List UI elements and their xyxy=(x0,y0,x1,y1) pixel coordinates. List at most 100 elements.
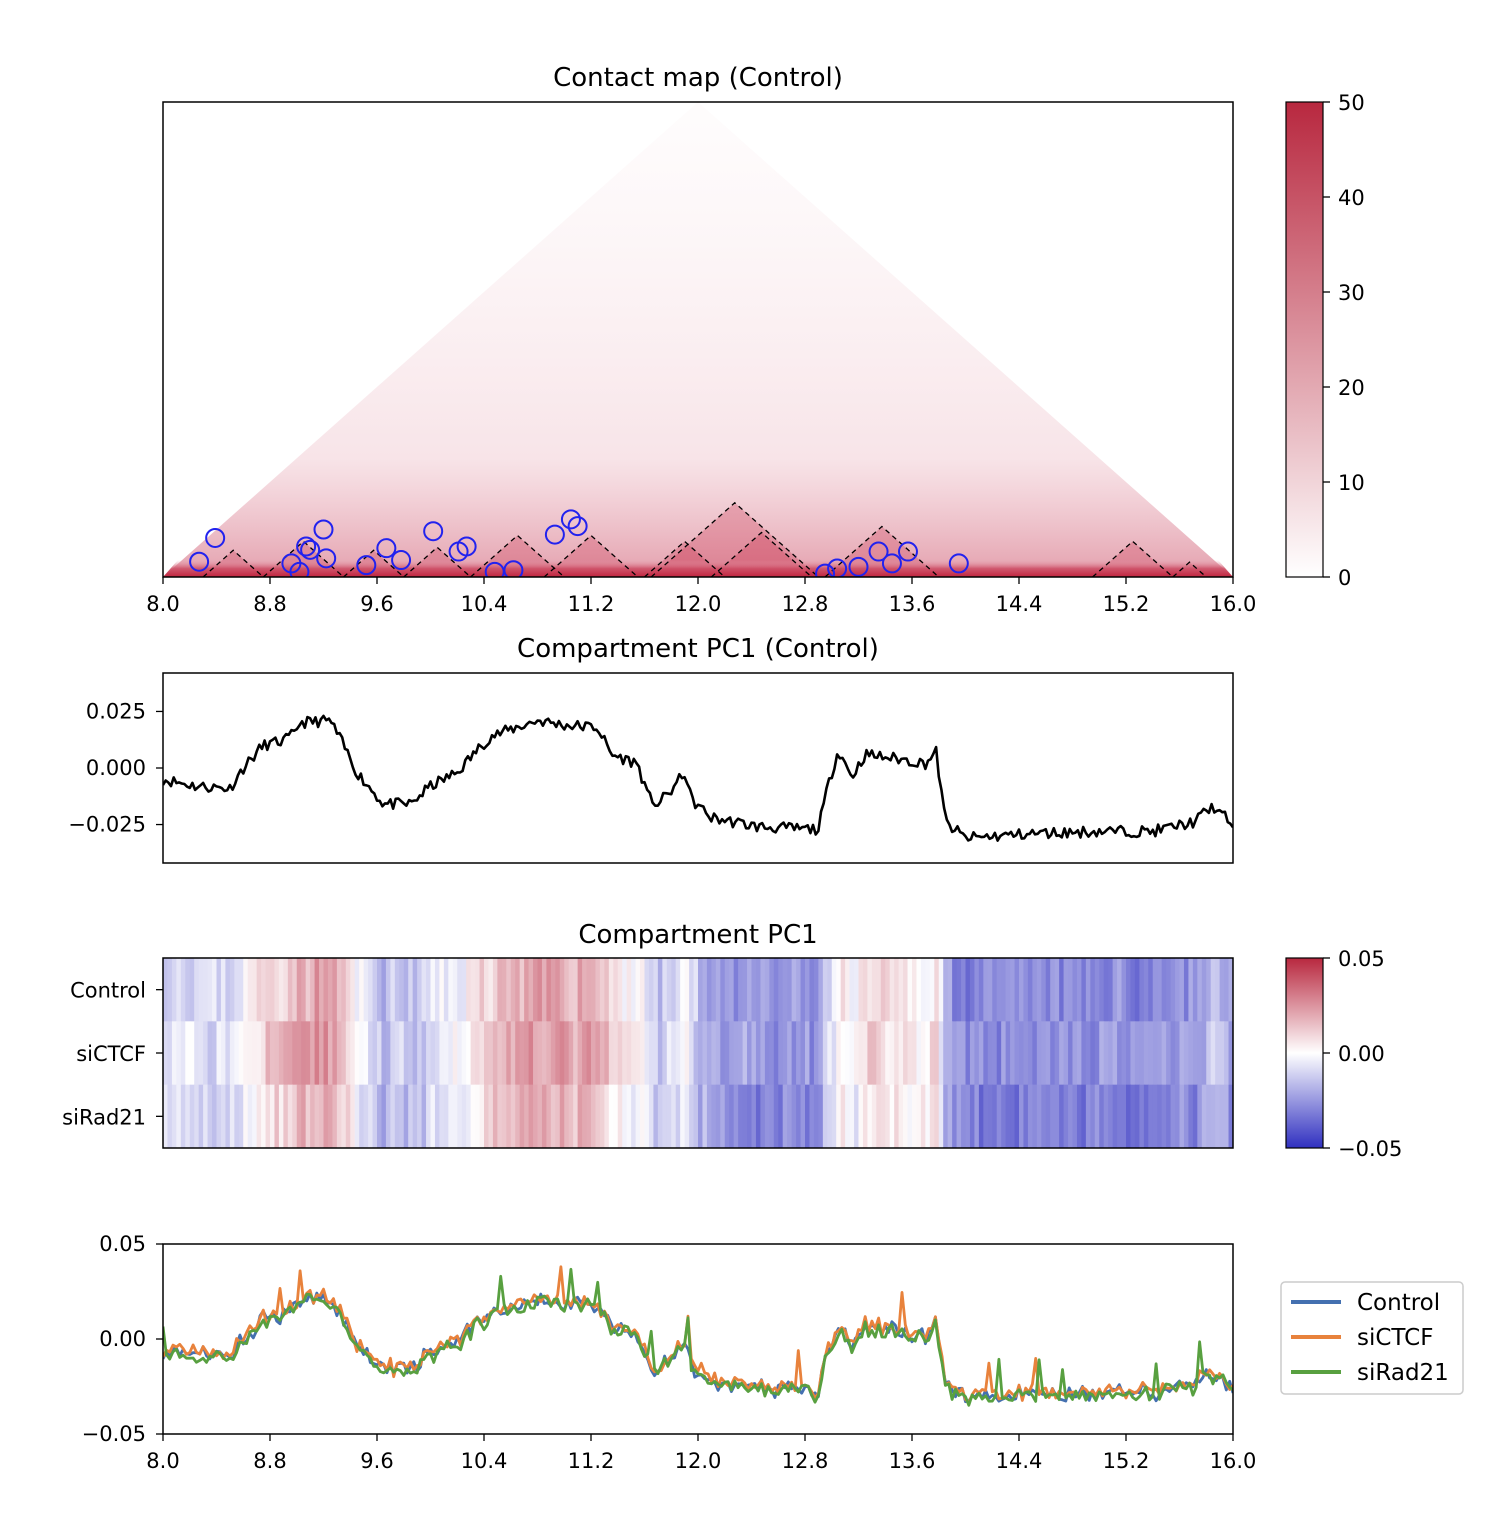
heatmap-cell xyxy=(501,958,507,1022)
heatmap-cell xyxy=(840,1084,846,1148)
heatmap-cell xyxy=(377,1021,383,1086)
heatmap-cell xyxy=(1152,1084,1158,1148)
heatmap-cell xyxy=(1148,1084,1154,1148)
heatmap-cell xyxy=(229,958,235,1022)
heatmap-cell xyxy=(693,1084,699,1148)
heatmap-cell xyxy=(840,958,846,1022)
heatmap-cell xyxy=(978,1021,984,1086)
heatmap-cell xyxy=(452,1021,458,1086)
heatmap-cell xyxy=(787,1021,793,1086)
heatmap-cell xyxy=(729,958,735,1022)
heatmap-cell xyxy=(1072,1021,1078,1086)
heatmap-cell xyxy=(595,958,601,1022)
heatmap-cell xyxy=(751,1084,757,1148)
heatmap-cell xyxy=(430,1021,436,1086)
heatmap-cell xyxy=(443,1021,449,1086)
heatmap-cell xyxy=(363,958,369,1022)
heatmap-cell xyxy=(1210,1084,1216,1148)
heatmap-cell xyxy=(1103,958,1109,1022)
heatmap-cell xyxy=(680,958,686,1022)
heatmap-cell xyxy=(1206,958,1212,1022)
heatmap-cell xyxy=(1019,1021,1025,1086)
heatmap-cell xyxy=(546,1021,552,1086)
y-tick-label: −0.05 xyxy=(82,1422,146,1446)
heatmap-cell xyxy=(1210,1021,1216,1086)
heatmap-cell xyxy=(1001,1084,1007,1148)
heatmap-cell xyxy=(903,1084,909,1148)
heatmap-cell xyxy=(653,1084,659,1148)
row-label: Control xyxy=(70,979,146,1003)
legend-label-control: Control xyxy=(1357,1290,1440,1316)
heatmap-cell xyxy=(702,958,708,1022)
heatmap-cell xyxy=(176,1021,182,1086)
heatmap-cell xyxy=(385,958,391,1022)
heatmap-cell xyxy=(345,1021,351,1086)
row-label: siRad21 xyxy=(62,1105,146,1129)
heatmap-cell xyxy=(568,1021,574,1086)
heatmap-cell xyxy=(1206,1084,1212,1148)
heatmap-cell xyxy=(974,1021,980,1086)
heatmap-cell xyxy=(1072,958,1078,1022)
heatmap-cell xyxy=(506,1021,512,1086)
heatmap-cell xyxy=(466,958,472,1022)
heatmap-cell xyxy=(1099,1021,1105,1086)
heatmap-cell xyxy=(457,958,463,1022)
heatmap-cell xyxy=(689,1084,695,1148)
heatmap-cell xyxy=(666,958,672,1022)
heatmap-cell xyxy=(314,1084,320,1148)
heatmap-cell xyxy=(867,1084,873,1148)
heatmap-cell xyxy=(434,958,441,1022)
heatmap-cell xyxy=(216,1021,222,1086)
heatmap-cell xyxy=(1117,1084,1123,1148)
heatmap-cell xyxy=(1179,1084,1185,1148)
heatmap-cell xyxy=(1090,1084,1096,1148)
heatmap-cell xyxy=(479,1084,485,1148)
heatmap-cell xyxy=(412,1021,418,1086)
heatmap-cell xyxy=(1059,958,1065,1022)
heatmap-cell xyxy=(176,1084,182,1148)
heatmap-cell xyxy=(528,1084,534,1148)
heatmap-cell xyxy=(167,1021,173,1086)
colorbar-tick-label: 0 xyxy=(1338,566,1351,590)
heatmap-cell xyxy=(840,1021,846,1086)
loop-marker xyxy=(560,509,581,530)
heatmap-cell xyxy=(515,1084,521,1148)
x-tick-label: 13.6 xyxy=(889,592,936,616)
heatmap-cell xyxy=(867,958,873,1022)
heatmap-cell xyxy=(813,958,819,1022)
heatmap-cell xyxy=(247,958,253,1022)
pc1-comparison-frame xyxy=(162,1243,1234,1435)
heatmap-cell xyxy=(711,958,717,1022)
loop-marker-group xyxy=(189,509,969,577)
heatmap-cell xyxy=(171,1021,177,1086)
heatmap-cell xyxy=(1050,1084,1056,1148)
heatmap-cell xyxy=(1170,1084,1176,1148)
heatmap-cell xyxy=(1027,1021,1033,1086)
heatmap-cell xyxy=(1054,958,1060,1022)
heatmap-cell xyxy=(238,1084,244,1148)
heatmap-cell xyxy=(706,1021,712,1086)
heatmap-cell xyxy=(559,958,565,1022)
heatmap-cell xyxy=(1005,958,1011,1022)
heatmap-cell xyxy=(1112,1084,1118,1148)
heatmap-cell xyxy=(747,1084,753,1148)
heatmap-cell xyxy=(1215,958,1221,1022)
heatmap-cell xyxy=(769,1084,775,1148)
heatmap-cell xyxy=(550,1084,556,1148)
heatmap-cell xyxy=(1005,1021,1011,1086)
heatmap-cell xyxy=(1139,1084,1145,1148)
heatmap-cell xyxy=(305,958,311,1022)
heatmap-cell xyxy=(412,958,418,1022)
heatmap-cell xyxy=(256,1021,262,1086)
heatmap-cell xyxy=(1219,958,1225,1022)
heatmap-cell xyxy=(755,1021,762,1086)
loop-marker xyxy=(815,563,836,577)
heatmap-cell xyxy=(1014,1084,1020,1148)
heatmap-cell xyxy=(657,1084,663,1148)
heatmap-cell xyxy=(800,958,806,1022)
heatmap-cell xyxy=(666,1084,672,1148)
heatmap-cell xyxy=(421,1084,427,1148)
y-tick-label: 0.05 xyxy=(99,1232,146,1256)
heatmap-cell xyxy=(702,1021,708,1086)
heatmap-cell xyxy=(805,1021,811,1086)
